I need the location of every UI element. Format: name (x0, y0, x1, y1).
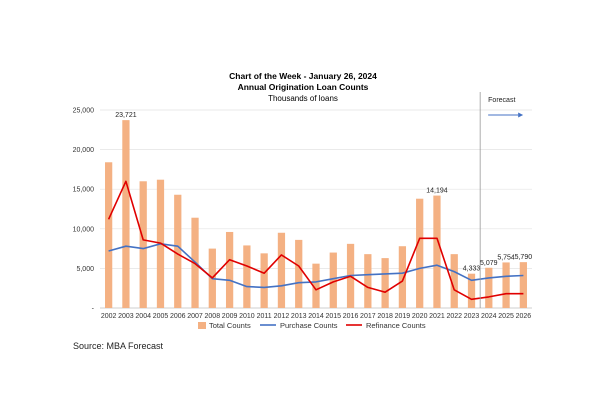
bar-2019 (398, 246, 407, 308)
bar-2025 (502, 262, 510, 308)
x-tick-label: 2007 (187, 313, 203, 320)
y-tick-label: 10,000 (73, 226, 95, 233)
x-tick-label: 2017 (360, 313, 376, 320)
y-tick-label: 20,000 (73, 147, 95, 154)
forecast-label: Forecast (488, 97, 515, 104)
x-tick-label: 2010 (239, 313, 255, 320)
chart-subtitle: Annual Origination Loan Counts (238, 82, 369, 92)
bar-2021 (433, 195, 441, 308)
x-tick-label: 2016 (343, 313, 359, 320)
x-tick-label: 2014 (308, 313, 324, 320)
x-tick-label: 2020 (412, 313, 428, 320)
x-tick-label: 2008 (205, 313, 221, 320)
data-label-2024: 5,079 (480, 260, 498, 267)
y-tick-label: 5,000 (76, 266, 94, 273)
gridlines (100, 109, 532, 309)
chart-title: Chart of the Week - January 26, 2024 (229, 71, 377, 81)
bar-2022 (450, 254, 458, 308)
x-tick-label: 2015 (325, 313, 341, 320)
x-tick-label: 2025 (498, 313, 514, 320)
legend-swatch-total (198, 322, 206, 329)
x-tick-label: 2022 (446, 313, 462, 320)
bar-2006 (174, 194, 182, 308)
x-tick-label: 2009 (222, 313, 238, 320)
source-note: Source: MBA Forecast (73, 341, 164, 351)
purchase-counts-line (108, 243, 524, 289)
x-tick-label: 2003 (118, 313, 134, 320)
refinance-counts-line (107, 180, 524, 301)
count-lines (107, 180, 524, 301)
bar-2020 (416, 198, 424, 308)
x-tick-label: 2018 (377, 313, 393, 320)
bar-2023 (467, 273, 476, 308)
x-tick-label: 2011 (257, 313, 272, 320)
y-axis-ticks: - 5,000 10,000 15,000 20,000 25,000 (73, 108, 95, 313)
bar-2013 (295, 239, 303, 308)
forecast-arrow-head (518, 112, 524, 118)
x-tick-label: 2026 (516, 313, 532, 320)
x-tick-label: 2002 (101, 313, 117, 320)
bar-2026 (519, 262, 527, 308)
data-label-2025: 5,754 (497, 254, 515, 261)
legend-label: Total Counts (209, 321, 251, 330)
y-tick-label: 25,000 (73, 108, 95, 115)
bar-2002 (105, 162, 113, 308)
x-tick-label: 2023 (464, 313, 480, 320)
data-label-2021: 14,194 (426, 188, 448, 195)
x-tick-label: 2004 (135, 313, 151, 320)
bar-2011 (260, 253, 268, 308)
x-tick-label: 2005 (153, 313, 169, 320)
forecast-arrow-icon (488, 112, 524, 118)
total-counts-bars (105, 120, 527, 309)
x-tick-label: 2021 (429, 313, 445, 320)
data-label-2026: 5,790 (515, 254, 533, 261)
data-label-2003: 23,721 (115, 112, 137, 119)
x-tick-label: 2012 (274, 313, 290, 320)
legend-label: Purchase Counts (280, 321, 338, 330)
x-tick-label: 2024 (481, 313, 497, 320)
x-tick-label: 2006 (170, 313, 186, 320)
chart-unit-label: Thousands of loans (268, 94, 338, 103)
bar-2003 (122, 120, 130, 309)
y-tick-label: - (92, 306, 95, 313)
x-axis-ticks: 2002 2003 2004 2005 2006 2007 2008 2009 2010 2011… (101, 313, 531, 320)
bar-2012 (277, 232, 286, 308)
bar-2009 (225, 231, 234, 308)
legend: Total Counts Purchase Counts Refinance Cou… (198, 321, 426, 330)
bar-2010 (243, 245, 251, 308)
bar-2024 (485, 267, 493, 308)
bar-2004 (139, 181, 147, 308)
data-label-2023: 4,333 (463, 266, 481, 273)
x-tick-label: 2013 (291, 313, 307, 320)
legend-label: Refinance Counts (366, 321, 426, 330)
bar-2014 (312, 263, 320, 308)
x-tick-label: 2019 (395, 313, 411, 320)
bar-2017 (364, 254, 372, 308)
y-tick-label: 15,000 (73, 187, 95, 194)
bar-2018 (381, 258, 389, 308)
bar-2015 (329, 252, 337, 308)
